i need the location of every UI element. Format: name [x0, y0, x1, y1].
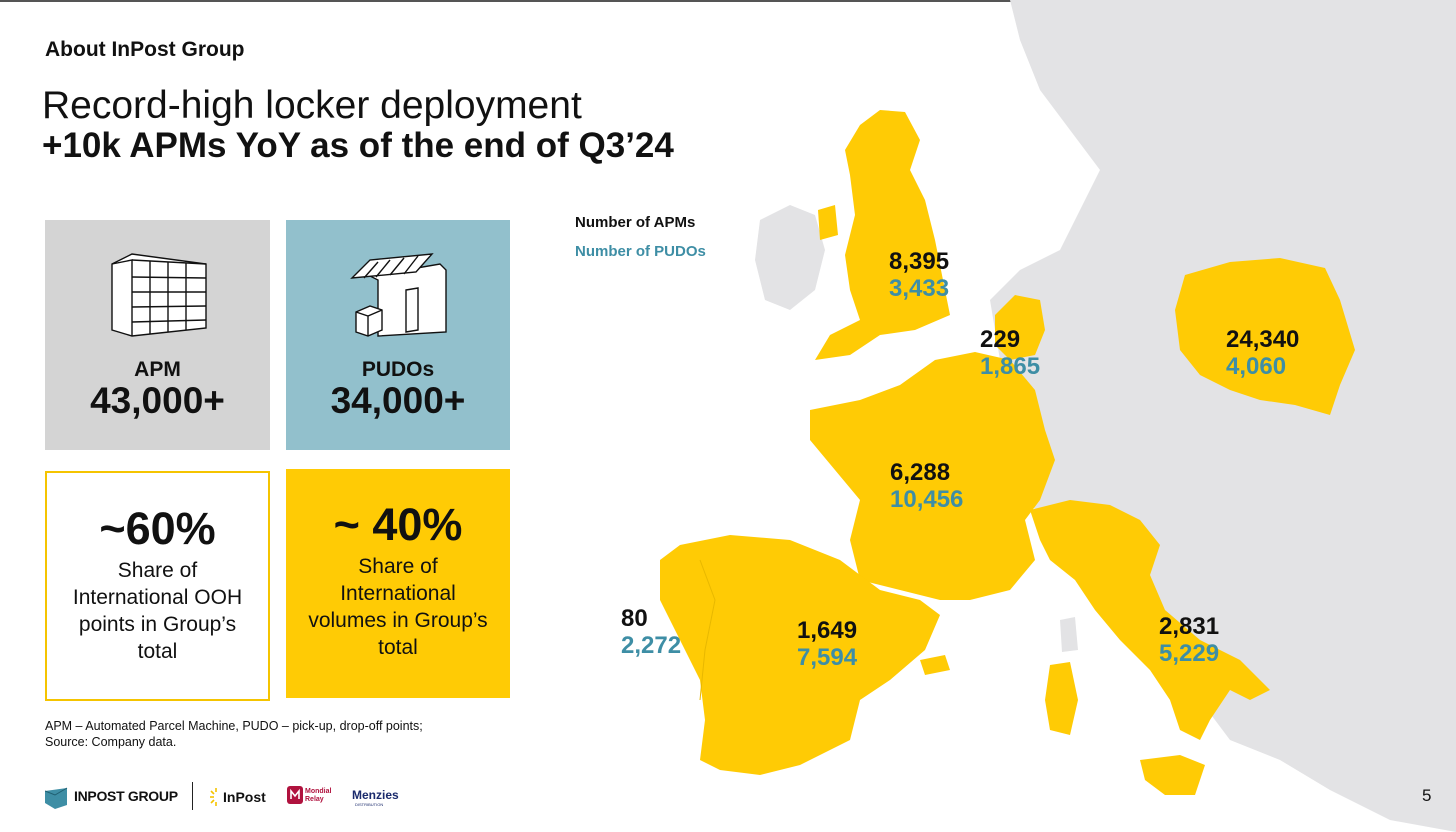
section-title: About InPost Group [45, 38, 245, 61]
map-label-poland: 24,340 4,060 [1226, 326, 1299, 380]
pudo-count: 7,594 [797, 644, 858, 671]
mondial-relay-logo-text: Mondial Relay [305, 788, 331, 804]
apm-count: 6,288 [890, 459, 951, 486]
footnote: APM – Automated Parcel Machine, PUDO – p… [45, 718, 423, 750]
map-label-spain: 1,649 7,594 [797, 617, 857, 671]
menzies-logo-subtext: DISTRIBUTION [355, 802, 384, 807]
map-poland [1175, 258, 1355, 415]
map-corsica [1060, 617, 1078, 652]
page-title-line2: +10k APMs YoY as of the end of Q3’24 [42, 126, 674, 165]
pudo-box: PUDOs 34,000+ [286, 220, 510, 450]
ooh-share-description: Share of International OOH points in Gro… [72, 559, 243, 663]
pudo-count: 5,229 [1159, 640, 1220, 667]
apm-label: APM [134, 358, 181, 381]
page-number: 5 [1422, 786, 1432, 805]
map-land-grey [990, 0, 1456, 832]
map-label-uk: 8,395 3,433 [889, 248, 949, 302]
mondial-relay-line2: Relay [305, 796, 324, 803]
map-label-italy: 2,831 5,229 [1159, 613, 1219, 667]
map-land-scandinavia [1100, 0, 1350, 240]
map-ireland [755, 205, 825, 310]
inpost-logo-icon [210, 788, 217, 806]
menzies-logo-text: Menzies [352, 788, 399, 802]
ooh-share-box: ~60% Share of International OOH points i… [45, 471, 270, 701]
pudo-count: 1,865 [980, 353, 1041, 380]
footnote-line2: Source: Company data. [45, 735, 177, 749]
inpost-group-logo-text: INPOST GROUP [74, 788, 178, 804]
page-title-line1: Record-high locker deployment [42, 84, 582, 127]
map-sardinia [1045, 662, 1078, 735]
apm-value: 43,000+ [90, 380, 225, 421]
apm-count: 2,831 [1159, 613, 1220, 640]
mondial-relay-logo-icon [287, 786, 303, 804]
pudo-count: 10,456 [890, 486, 964, 513]
pudo-label: PUDOs [361, 358, 435, 381]
apm-count: 80 [621, 605, 648, 632]
volume-share-value: ~ 40% [333, 499, 463, 550]
map-france [810, 352, 1055, 600]
legend-pudo: Number of PUDOs [575, 243, 706, 260]
map-label-netherlands: 229 1,865 [980, 326, 1040, 380]
top-rule [0, 0, 1456, 2]
apm-count: 1,649 [797, 617, 858, 644]
inpost-logo-text: InPost [223, 789, 266, 805]
map-label-portugal: 80 2,272 [621, 605, 681, 659]
map-iberia [660, 535, 940, 775]
map-portugal-border [699, 559, 716, 701]
map-uk [815, 110, 950, 360]
pudo-shop-icon [350, 253, 447, 337]
apm-box: APM 43,000+ [45, 220, 270, 450]
map-sicily [1140, 755, 1205, 795]
volume-share-box: ~ 40% Share of International volumes in … [286, 469, 510, 698]
volume-share-description: Share of International volumes in Group’… [308, 555, 488, 659]
map-italy [1030, 500, 1270, 740]
mondial-relay-line1: Mondial [305, 788, 332, 795]
map-label-france: 6,288 10,456 [890, 459, 963, 513]
map-balearic [920, 655, 950, 675]
pudo-count: 3,433 [889, 275, 950, 302]
legend-apm: Number of APMs [575, 214, 696, 231]
apm-count: 8,395 [889, 248, 950, 275]
parcel-locker-icon [110, 253, 207, 337]
pudo-count: 2,272 [621, 632, 682, 659]
inpost-group-logo-icon [45, 787, 68, 809]
apm-count: 24,340 [1226, 326, 1300, 353]
pudo-value: 34,000+ [330, 380, 466, 421]
apm-count: 229 [980, 326, 1021, 353]
map-northern-ireland [818, 205, 838, 240]
map-netherlands [995, 295, 1045, 360]
footnote-line1: APM – Automated Parcel Machine, PUDO – p… [45, 719, 423, 733]
ooh-share-value: ~60% [99, 503, 216, 554]
logo-separator [192, 782, 193, 810]
pudo-count: 4,060 [1226, 353, 1287, 380]
europe-map [660, 0, 1456, 832]
